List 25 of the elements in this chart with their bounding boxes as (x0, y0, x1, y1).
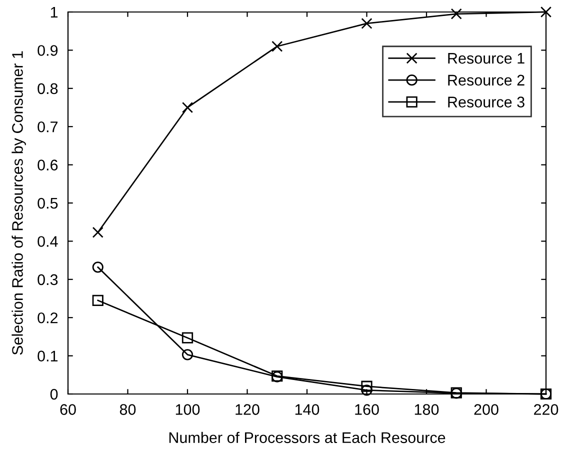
y-tick-label: 0.1 (38, 350, 58, 362)
x-tick-label: 160 (355, 404, 379, 415)
x-tick-label: 100 (176, 404, 200, 415)
x-tick-label: 120 (236, 404, 260, 415)
y-tick-label: 0.4 (38, 236, 58, 247)
y-tick-label: 0.6 (38, 160, 58, 170)
y-tick-label: 0.3 (38, 274, 58, 286)
x-tick-label: 220 (534, 404, 558, 415)
legend-label: Resource 3 (448, 96, 524, 108)
y-tick-label: 0.8 (38, 83, 58, 94)
y-axis-title: Selection Ratio of Resources by Consumer 1 (12, 51, 26, 355)
y-tick-label: 1 (50, 7, 58, 18)
legend-label: Resource 1 (448, 53, 524, 64)
x-tick-label: 60 (60, 404, 76, 415)
x-tick-label: 80 (120, 404, 136, 415)
x-tick-label: 140 (295, 404, 320, 415)
y-tick-label: 0 (50, 388, 58, 400)
legend-label: Resource 2 (448, 74, 524, 86)
y-tick-label: 0.9 (38, 45, 58, 56)
x-tick-label: 200 (474, 404, 498, 415)
y-tick-label: 0.2 (38, 312, 58, 324)
x-tick-label: 180 (414, 404, 439, 415)
x-axis-title: Number of Processors at Each Resource (169, 432, 446, 444)
y-tick-label: 0.5 (38, 198, 58, 209)
y-tick-label: 0.7 (38, 121, 58, 132)
